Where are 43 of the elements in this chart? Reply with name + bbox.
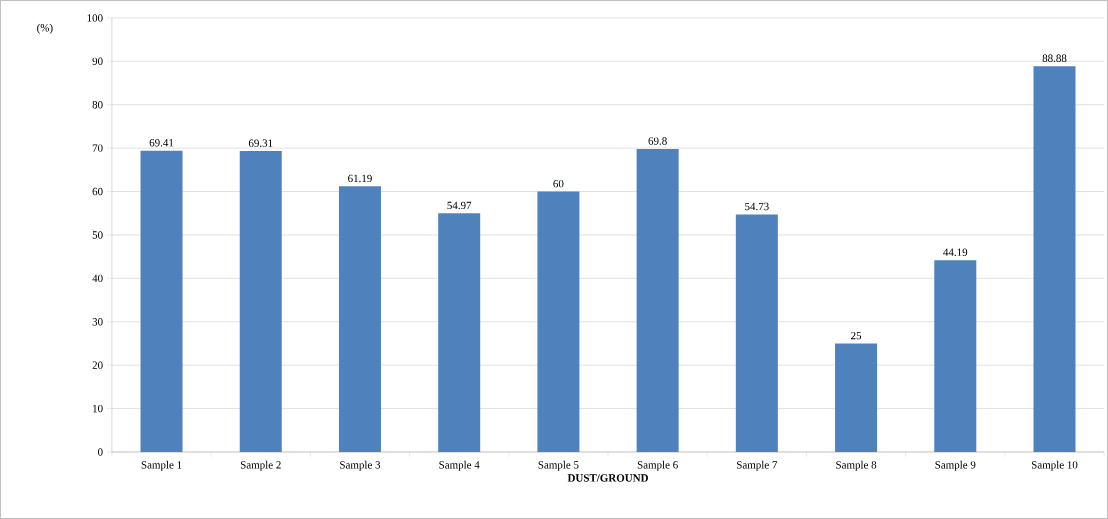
- x-tick-label: Sample 1: [141, 460, 182, 471]
- x-tick-label: Sample 3: [340, 460, 381, 471]
- y-tick-label: 70: [92, 144, 103, 152]
- x-tick-label: Sample 9: [935, 460, 976, 471]
- y-tick-label: 100: [87, 14, 103, 22]
- bar: [338, 186, 381, 453]
- bar: [537, 191, 580, 453]
- data-label: 69.41: [149, 139, 174, 147]
- bar: [1033, 66, 1076, 453]
- data-label: 69.8: [648, 137, 667, 145]
- y-axis-title: (%): [37, 23, 53, 34]
- data-label: 88.88: [1042, 54, 1067, 63]
- y-tick-label: 50: [92, 231, 103, 239]
- y-tick-label: 90: [92, 57, 103, 66]
- x-tick-label: Sample 4: [439, 460, 480, 471]
- x-tick-label: Sample 2: [240, 460, 281, 471]
- bar: [735, 214, 778, 453]
- x-tick-label: Sample 5: [538, 460, 579, 471]
- y-tick-label: 20: [92, 361, 103, 369]
- x-axis-title: DUST/GROUND: [567, 474, 648, 482]
- y-tick-label: 30: [92, 318, 103, 326]
- x-tick-label: Sample 7: [737, 460, 778, 471]
- x-tick-label: Sample 6: [637, 460, 678, 471]
- bar: [835, 343, 878, 453]
- bar: [239, 151, 282, 453]
- y-tick-label: 80: [92, 101, 103, 109]
- x-tick-label: Sample 10: [1031, 460, 1078, 471]
- data-label: 44.19: [943, 248, 968, 257]
- data-label: 54.97: [447, 201, 472, 210]
- x-tick-label: Sample 8: [836, 460, 877, 471]
- data-label: 61.19: [348, 174, 372, 183]
- y-tick-label: 0: [98, 448, 103, 456]
- y-tick-label: 60: [92, 187, 103, 196]
- data-label: 69.31: [248, 139, 273, 147]
- y-tick-label: 10: [93, 404, 103, 413]
- bar: [934, 260, 977, 453]
- bar: [636, 149, 679, 453]
- data-label: 60: [553, 179, 564, 188]
- data-label: 54.73: [745, 202, 769, 211]
- data-label: 25: [851, 331, 862, 340]
- bar: [140, 150, 183, 453]
- bar: [438, 213, 481, 453]
- y-tick-label: 40: [92, 274, 103, 283]
